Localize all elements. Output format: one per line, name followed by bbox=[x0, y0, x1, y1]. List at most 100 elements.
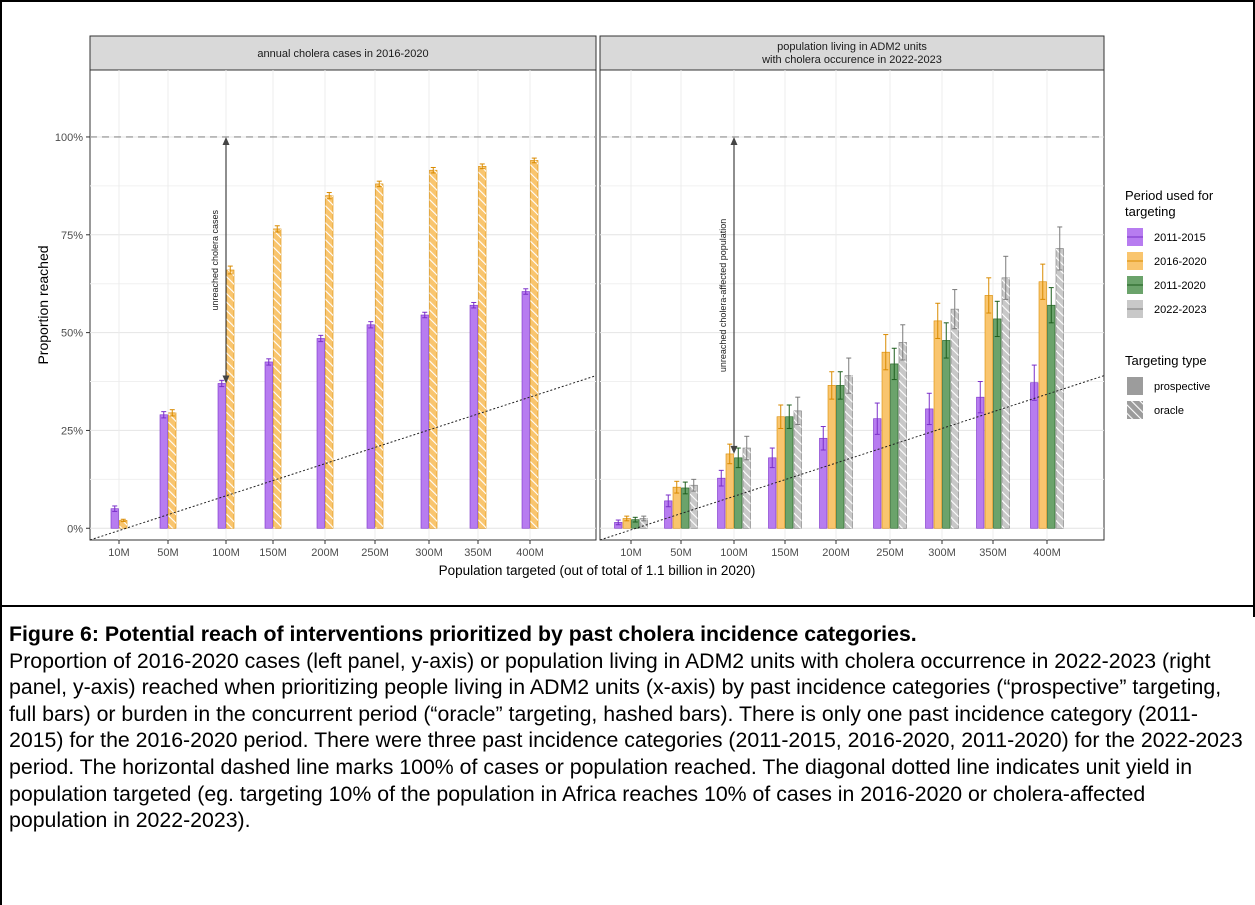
bar bbox=[264, 361, 273, 529]
bar bbox=[836, 385, 845, 529]
legend-title: Targeting type bbox=[1125, 353, 1207, 368]
bar-hatch bbox=[951, 309, 959, 529]
bar bbox=[366, 324, 375, 529]
legend-title: Period used for bbox=[1125, 188, 1214, 203]
plot-layer: annual cholera cases in 2016-2020 unreach… bbox=[35, 35, 1214, 578]
x-tick-label: 350M bbox=[979, 547, 1007, 559]
y-tick-label: 50% bbox=[61, 328, 83, 340]
caption-body: Proportion of 2016-2020 cases (left pane… bbox=[9, 648, 1243, 833]
bar bbox=[776, 416, 785, 529]
bar bbox=[1038, 281, 1047, 529]
annotation-arrow-head bbox=[222, 375, 230, 384]
annotation-arrow-head bbox=[222, 136, 230, 145]
bar bbox=[933, 320, 942, 529]
x-tick-label: 300M bbox=[928, 547, 956, 559]
annotation-arrow-head bbox=[730, 445, 738, 454]
bar bbox=[890, 363, 899, 529]
x-tick-label: 150M bbox=[771, 547, 799, 559]
bar-hatch bbox=[325, 195, 333, 529]
x-tick-label: 300M bbox=[415, 547, 443, 559]
bar bbox=[725, 453, 734, 529]
panel-strip bbox=[599, 35, 1105, 71]
x-tick-label: 200M bbox=[311, 547, 339, 559]
figure-caption: Figure 6: Potential reach of interventio… bbox=[9, 621, 1245, 834]
bar bbox=[316, 338, 325, 529]
panel-title: population living in ADM2 units bbox=[777, 41, 927, 53]
x-tick-label: 50M bbox=[670, 547, 691, 559]
frame-right-border-upper bbox=[1253, 0, 1255, 607]
caption-title: Figure 6: Potential reach of interventio… bbox=[9, 622, 917, 646]
annotation-arrow-head bbox=[730, 136, 738, 145]
legend-swatch-hatch bbox=[1127, 401, 1143, 419]
bar-hatch bbox=[119, 520, 127, 529]
frame-right-border-lower bbox=[1253, 607, 1255, 617]
y-tick-label: 100% bbox=[55, 132, 83, 144]
legend-label: oracle bbox=[1154, 405, 1184, 417]
panel-title: annual cholera cases in 2016-2020 bbox=[257, 48, 428, 60]
bar-hatch bbox=[640, 518, 648, 529]
unit-yield-line bbox=[89, 375, 597, 541]
x-tick-label: 400M bbox=[516, 547, 544, 559]
x-axis-title: Population targeted (out of total of 1.1… bbox=[439, 563, 756, 578]
frame-top-border bbox=[0, 0, 1255, 2]
x-tick-label: 10M bbox=[108, 547, 129, 559]
x-tick-label: 100M bbox=[212, 547, 240, 559]
chart: annual cholera cases in 2016-2020 unreach… bbox=[35, 35, 1214, 578]
bar-hatch bbox=[478, 166, 486, 529]
y-tick-label: 0% bbox=[67, 523, 83, 535]
bar-hatch bbox=[794, 410, 802, 529]
bar bbox=[827, 385, 836, 529]
bar bbox=[942, 340, 951, 529]
bar bbox=[1047, 304, 1056, 529]
bar bbox=[768, 457, 777, 529]
bar bbox=[159, 414, 168, 529]
annotation-label: unreached cholera-affected population bbox=[718, 219, 728, 372]
bar-hatch bbox=[530, 160, 538, 529]
x-tick-label: 150M bbox=[259, 547, 287, 559]
panel-title: with cholera occurence in 2022-2023 bbox=[761, 54, 942, 66]
x-tick-label: 400M bbox=[1033, 547, 1061, 559]
frame-divider bbox=[0, 605, 1255, 607]
bar bbox=[469, 304, 478, 529]
bar bbox=[217, 383, 226, 529]
bar bbox=[873, 418, 882, 529]
bar-hatch bbox=[226, 270, 234, 529]
bar bbox=[734, 457, 743, 529]
y-axis-title: Proportion reached bbox=[35, 245, 51, 364]
legend-label: 2022-2023 bbox=[1154, 304, 1207, 316]
legend-label: 2011-2020 bbox=[1154, 280, 1206, 292]
frame-left-border bbox=[0, 0, 2, 905]
y-tick-label: 25% bbox=[61, 425, 83, 437]
panel-strip bbox=[89, 35, 597, 71]
unit-yield-line bbox=[599, 375, 1105, 541]
legend-label: 2011-2015 bbox=[1154, 232, 1206, 244]
bar bbox=[819, 437, 828, 529]
bar bbox=[881, 351, 890, 529]
legend-title: targeting bbox=[1125, 204, 1176, 219]
bar-hatch bbox=[1002, 277, 1010, 529]
bar bbox=[925, 408, 934, 529]
x-tick-label: 250M bbox=[361, 547, 389, 559]
y-tick-label: 75% bbox=[61, 230, 83, 242]
bar-hatch bbox=[429, 170, 437, 529]
legend-label: 2016-2020 bbox=[1154, 256, 1207, 268]
annotation-label: unreached cholera cases bbox=[210, 209, 220, 310]
bar bbox=[993, 318, 1002, 529]
bar bbox=[984, 295, 993, 529]
x-tick-label: 250M bbox=[876, 547, 904, 559]
x-tick-label: 200M bbox=[822, 547, 850, 559]
bar-hatch bbox=[375, 183, 383, 529]
x-tick-label: 50M bbox=[157, 547, 178, 559]
bar bbox=[521, 291, 530, 529]
bar-hatch bbox=[845, 375, 853, 529]
bar-hatch bbox=[899, 342, 907, 529]
legend-label: prospective bbox=[1154, 381, 1210, 393]
x-tick-label: 100M bbox=[720, 547, 748, 559]
bar bbox=[785, 416, 794, 529]
bar-hatch bbox=[1056, 248, 1064, 529]
bar-hatch bbox=[743, 448, 751, 529]
bar bbox=[1030, 382, 1039, 529]
x-tick-label: 350M bbox=[464, 547, 492, 559]
bar-hatch bbox=[273, 228, 281, 529]
